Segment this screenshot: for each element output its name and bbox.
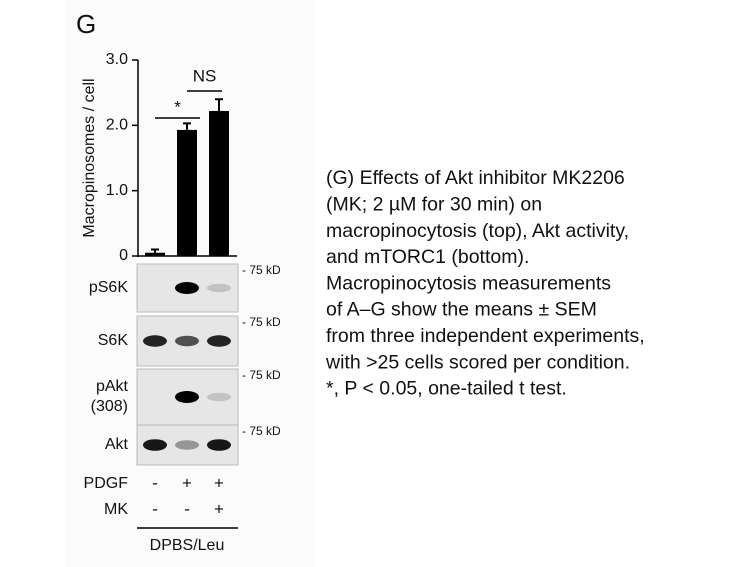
blot-label: pS6K bbox=[89, 279, 128, 296]
bar bbox=[177, 129, 197, 256]
band bbox=[207, 439, 231, 451]
bar bbox=[209, 110, 229, 257]
y-tick-label: 1.0 bbox=[106, 182, 128, 199]
blot-label: pAkt bbox=[96, 378, 129, 395]
band bbox=[207, 392, 231, 402]
treatment-sign: + bbox=[182, 473, 192, 492]
blot-label: S6K bbox=[98, 332, 129, 349]
y-axis-label: Macropinosomes / cell bbox=[81, 78, 98, 237]
panel-label: G bbox=[76, 9, 96, 39]
band bbox=[143, 335, 167, 347]
error-bar bbox=[183, 122, 191, 130]
caption-line: from three independent experiments, bbox=[326, 325, 645, 347]
size-marker: - 75 kD bbox=[242, 315, 281, 329]
significance-label: * bbox=[174, 97, 181, 116]
error-bar bbox=[151, 248, 159, 253]
error-bar bbox=[215, 98, 223, 111]
treatment-sign: - bbox=[184, 499, 190, 518]
y-tick-label: 2.0 bbox=[106, 117, 128, 134]
treatment-label: MK bbox=[104, 501, 128, 518]
caption-line: and mTORC1 (bottom). bbox=[326, 246, 529, 268]
caption-line: (MK; 2 µM for 30 min) on bbox=[326, 193, 542, 215]
treatment-sign: + bbox=[214, 499, 224, 518]
size-marker: - 75 kD bbox=[242, 263, 281, 277]
treatment-sign: - bbox=[152, 499, 158, 518]
band bbox=[143, 439, 167, 451]
band bbox=[175, 335, 199, 347]
condition-label: DPBS/Leu bbox=[150, 537, 225, 554]
blot-label: Akt bbox=[105, 436, 129, 453]
size-marker: - 75 kD bbox=[242, 368, 281, 382]
caption-line: with >25 cells scored per condition. bbox=[325, 351, 630, 373]
caption-line: macropinocytosis (top), Akt activity, bbox=[326, 220, 629, 242]
bar bbox=[145, 252, 165, 256]
treatment-label: PDGF bbox=[84, 475, 129, 492]
caption-line: *, P < 0.05, one-tailed t test. bbox=[326, 378, 567, 400]
caption-line: (G) Effects of Akt inhibitor MK2206 bbox=[326, 167, 625, 189]
band bbox=[207, 283, 231, 293]
size-marker: - 75 kD bbox=[242, 424, 281, 438]
band bbox=[175, 391, 199, 403]
caption-line: Macropinocytosis measurements bbox=[326, 272, 611, 294]
y-tick-label: 3.0 bbox=[106, 51, 128, 68]
band bbox=[207, 335, 231, 347]
blot-label: (308) bbox=[91, 398, 128, 415]
band bbox=[175, 282, 199, 294]
caption-line: of A–G show the means ± SEM bbox=[326, 299, 597, 321]
band bbox=[175, 440, 199, 450]
y-tick-label: 0 bbox=[119, 247, 128, 264]
significance-label: NS bbox=[193, 66, 217, 85]
treatment-sign: + bbox=[214, 473, 224, 492]
treatment-sign: - bbox=[152, 473, 158, 492]
